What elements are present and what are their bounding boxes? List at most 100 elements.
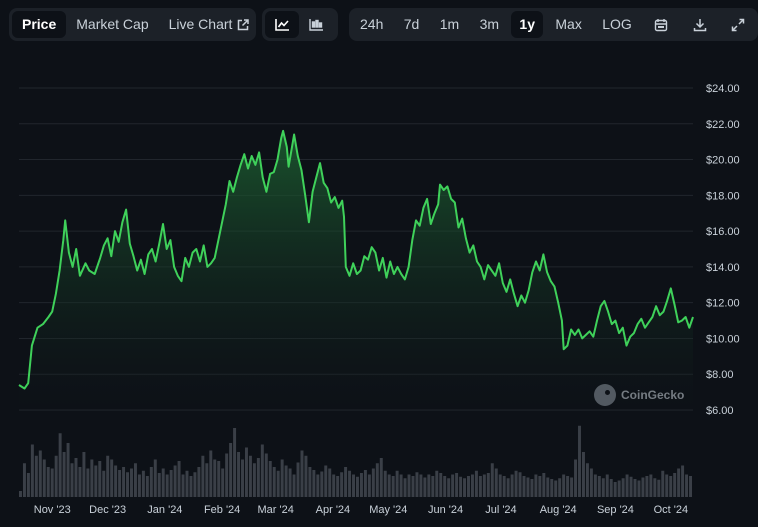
volume-bar bbox=[459, 476, 463, 497]
volume-bar bbox=[570, 477, 574, 497]
x-tick-label: Jun '24 bbox=[428, 504, 463, 516]
volume-bar bbox=[42, 459, 46, 497]
volume-bar bbox=[106, 455, 110, 497]
range-24h-button[interactable]: 24h bbox=[352, 11, 391, 38]
volume-bar bbox=[137, 474, 141, 497]
chart-toolbar: Price Market Cap Live Chart 24h 7d 1m 3m… bbox=[9, 8, 758, 41]
volume-bar bbox=[403, 478, 407, 497]
volume-bar bbox=[122, 467, 126, 497]
tab-price[interactable]: Price bbox=[12, 11, 67, 38]
volume-bar bbox=[280, 459, 284, 497]
volume-bar bbox=[689, 476, 692, 497]
range-7d-label: 7d bbox=[403, 16, 420, 32]
volume-bar bbox=[447, 478, 451, 497]
download-button[interactable] bbox=[683, 11, 717, 38]
volume-bar bbox=[26, 473, 30, 497]
volume-bar bbox=[498, 474, 502, 497]
volume-bar bbox=[233, 428, 237, 497]
range-7d-button[interactable]: 7d bbox=[396, 11, 428, 38]
volume-bar bbox=[70, 463, 74, 497]
tab-live-chart[interactable]: Live Chart bbox=[159, 11, 260, 38]
range-1y-button[interactable]: 1y bbox=[511, 11, 543, 38]
volume-bar bbox=[677, 468, 681, 497]
volume-bar bbox=[383, 470, 387, 497]
volume-bar bbox=[296, 462, 300, 497]
volume-bar bbox=[141, 470, 145, 497]
line-chart-button[interactable] bbox=[265, 11, 299, 38]
volume-bar bbox=[161, 468, 165, 497]
volume-bar bbox=[585, 463, 589, 497]
range-1m-label: 1m bbox=[439, 16, 460, 32]
volume-bar bbox=[248, 455, 252, 497]
range-max-button[interactable]: Max bbox=[547, 11, 589, 38]
coingecko-watermark: CoinGecko bbox=[594, 384, 684, 406]
volume-bar bbox=[514, 470, 518, 497]
expand-icon bbox=[731, 18, 745, 31]
tab-price-label: Price bbox=[22, 16, 57, 32]
volume-bar bbox=[197, 467, 201, 497]
volume-bar bbox=[578, 425, 581, 497]
volume-bar bbox=[629, 476, 633, 497]
volume-bar bbox=[363, 470, 367, 497]
volume-bar bbox=[609, 479, 613, 497]
volume-bar bbox=[522, 476, 526, 497]
price-line bbox=[18, 129, 694, 390]
price-area-fill bbox=[19, 130, 693, 410]
candlestick-chart-button[interactable] bbox=[299, 11, 333, 38]
volume-bar bbox=[185, 470, 189, 497]
range-1m-button[interactable]: 1m bbox=[432, 11, 467, 38]
volume-bar bbox=[518, 472, 522, 497]
volume-bar bbox=[221, 468, 225, 497]
volume-bar bbox=[589, 468, 593, 497]
volume-bar bbox=[86, 468, 90, 497]
volume-bar bbox=[387, 474, 391, 497]
y-tick-label: $10.00 bbox=[706, 333, 740, 345]
volume-bar bbox=[371, 468, 375, 497]
volume-bar bbox=[312, 470, 316, 497]
volume-bar bbox=[153, 459, 157, 497]
volume-bar bbox=[324, 465, 328, 497]
volume-bar bbox=[260, 444, 264, 497]
volume-bar bbox=[38, 450, 42, 497]
volume-bar bbox=[328, 468, 332, 497]
volume-bar bbox=[78, 467, 82, 497]
volume-bar bbox=[34, 455, 38, 497]
volume-bar bbox=[82, 452, 86, 497]
volume-bar bbox=[546, 477, 550, 497]
y-tick-label: $24.00 bbox=[706, 83, 740, 95]
range-3m-label: 3m bbox=[479, 16, 500, 32]
volume-bar bbox=[149, 467, 153, 497]
volume-bar bbox=[217, 461, 221, 497]
x-tick-label: Apr '24 bbox=[316, 504, 351, 516]
calendar-icon bbox=[654, 18, 668, 31]
log-scale-button[interactable]: LOG bbox=[594, 11, 640, 38]
y-axis-labels: $24.00 $22.00 $20.00 $18.00 $16.00 $14.00 $12.… bbox=[706, 83, 740, 417]
volume-bar bbox=[74, 458, 78, 497]
volume-bar bbox=[613, 482, 617, 497]
volume-bar bbox=[177, 461, 181, 497]
volume-bar bbox=[268, 461, 272, 497]
volume-bar bbox=[356, 476, 359, 497]
range-3m-button[interactable]: 3m bbox=[472, 11, 507, 38]
volume-bar bbox=[62, 452, 66, 497]
price-chart[interactable]: $24.00 $22.00 $20.00 $18.00 $16.00 $14.00 $12.… bbox=[0, 70, 758, 527]
tab-market-cap-label: Market Cap bbox=[76, 16, 149, 32]
tab-market-cap[interactable]: Market Cap bbox=[66, 11, 158, 38]
x-tick-label: Oct '24 bbox=[654, 504, 689, 516]
volume-bar bbox=[359, 473, 363, 497]
fullscreen-button[interactable] bbox=[721, 11, 755, 38]
volume-bar bbox=[284, 465, 288, 497]
volume-bar bbox=[530, 479, 534, 497]
volume-bar bbox=[252, 463, 256, 497]
volume-bar bbox=[173, 465, 177, 497]
range-1y-label: 1y bbox=[519, 16, 535, 32]
volume-bar bbox=[133, 463, 137, 497]
volume-bar bbox=[264, 453, 268, 497]
volume-bar bbox=[502, 476, 506, 497]
volume-bar bbox=[685, 474, 689, 497]
volume-bar bbox=[661, 470, 665, 497]
date-range-button[interactable] bbox=[644, 11, 678, 38]
volume-bar bbox=[427, 474, 431, 497]
volume-bar bbox=[344, 467, 348, 497]
volume-bar bbox=[336, 476, 340, 497]
